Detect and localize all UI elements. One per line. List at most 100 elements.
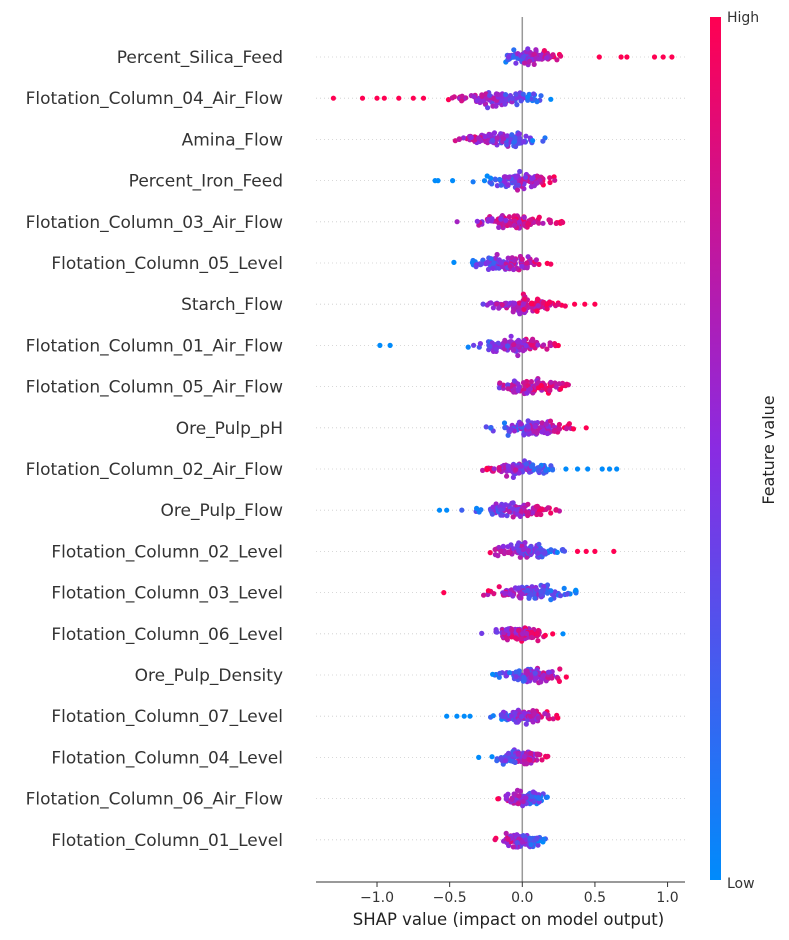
shap-point — [511, 47, 517, 53]
shap-point — [441, 590, 447, 596]
shap-point — [554, 549, 560, 556]
shap-point — [488, 300, 494, 306]
shap-point — [494, 301, 500, 307]
shap-point — [556, 426, 563, 432]
shap-point — [461, 713, 467, 719]
shap-point — [450, 178, 456, 184]
shap-point — [527, 58, 533, 64]
shap-point — [456, 136, 462, 142]
shap-point — [544, 794, 550, 800]
shap-point — [507, 339, 513, 345]
shap-point — [496, 584, 502, 590]
shap-point — [381, 95, 387, 101]
shap-point — [550, 631, 556, 637]
shap-point — [541, 836, 547, 842]
shap-point — [545, 505, 551, 511]
shap-point — [536, 214, 542, 220]
shap-point — [513, 674, 519, 680]
feature-label: Flotation_Column_06_Air_Flow — [26, 790, 284, 810]
shap-point — [474, 97, 480, 104]
shap-point — [501, 420, 508, 426]
shap-point — [526, 595, 532, 601]
shap-point — [521, 306, 527, 312]
shap-point — [529, 634, 535, 641]
shap-point — [505, 432, 511, 438]
shap-point — [494, 251, 500, 258]
shap-point — [563, 426, 570, 432]
shap-point — [533, 504, 539, 510]
shap-point — [532, 595, 538, 601]
shap-point — [518, 98, 524, 104]
shap-point — [492, 546, 498, 553]
shap-point — [552, 427, 558, 434]
shap-point — [444, 713, 450, 719]
shap-point — [533, 47, 539, 53]
shap-point — [501, 714, 507, 720]
shap-point — [485, 105, 491, 111]
shap-point — [509, 634, 515, 640]
shap-point — [548, 597, 554, 603]
shap-point — [503, 217, 509, 223]
x-tick-label: −1.0 — [360, 890, 394, 906]
shap-point — [508, 333, 514, 339]
shap-point — [524, 630, 530, 637]
shap-point — [498, 756, 504, 762]
shap-point — [510, 389, 517, 395]
shap-point — [506, 549, 512, 555]
shap-point — [514, 187, 521, 193]
shap-point — [523, 133, 529, 139]
shap-point — [534, 296, 541, 302]
shap-point — [538, 588, 544, 594]
shap-point — [502, 337, 508, 343]
shap-point — [498, 548, 504, 555]
shap-point — [550, 716, 556, 722]
shap-point — [487, 132, 494, 138]
shap-point — [490, 305, 496, 311]
shap-point — [514, 840, 520, 846]
shap-point — [330, 95, 336, 101]
shap-point — [528, 750, 534, 757]
shap-point — [512, 759, 518, 766]
shap-point — [523, 721, 529, 727]
feature-label: Flotation_Column_06_Level — [51, 625, 283, 645]
shap-point — [396, 95, 402, 101]
shap-point — [502, 591, 508, 597]
shap-point — [501, 174, 507, 180]
shap-point — [669, 54, 675, 60]
shap-point — [529, 342, 535, 348]
shap-point — [520, 54, 526, 60]
shap-point — [574, 548, 581, 555]
shap-point — [544, 430, 551, 437]
shap-point — [544, 260, 550, 266]
shap-point — [377, 342, 383, 348]
shap-point — [507, 670, 513, 676]
shap-point — [492, 837, 498, 843]
shap-point — [518, 508, 524, 514]
shap-point — [558, 53, 564, 59]
shap-point — [510, 500, 516, 506]
feature-label: Ore_Pulp_Flow — [160, 501, 283, 521]
shap-point — [519, 839, 525, 845]
shap-point — [547, 175, 553, 181]
shap-point — [536, 261, 542, 267]
shap-point — [488, 425, 494, 431]
feature-label: Percent_Silica_Feed — [117, 48, 283, 68]
shap-point — [553, 507, 559, 513]
x-tick-label: 0.5 — [584, 890, 606, 906]
shap-point — [510, 514, 516, 520]
shap-point — [525, 424, 532, 430]
shap-point — [564, 591, 570, 597]
shap-point — [495, 91, 501, 97]
shap-point — [528, 379, 535, 385]
shap-point — [502, 758, 508, 764]
shap-point — [573, 587, 579, 593]
shap-point — [517, 554, 523, 560]
shap-point — [519, 256, 525, 262]
shap-point — [520, 799, 526, 805]
shap-point — [585, 466, 591, 472]
shap-point — [480, 467, 486, 473]
shap-point — [518, 463, 524, 469]
x-tick-label: −0.5 — [433, 890, 467, 906]
shap-point — [618, 54, 624, 60]
shap-point — [505, 544, 511, 550]
